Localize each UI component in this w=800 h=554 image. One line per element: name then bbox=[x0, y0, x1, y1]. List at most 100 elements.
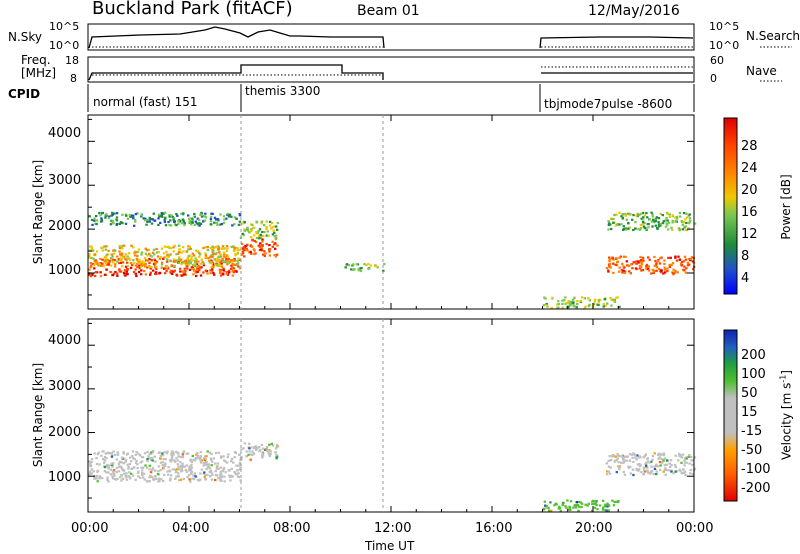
velocity-echo-cell bbox=[623, 473, 627, 476]
power-cb-tick-4: 4 bbox=[741, 271, 750, 286]
velocity-echo-cell bbox=[202, 461, 206, 465]
power-echo-cell bbox=[187, 263, 191, 266]
power-echo-cell bbox=[199, 262, 202, 265]
power-echo-cell bbox=[253, 253, 256, 256]
power-echo-cell bbox=[652, 270, 655, 273]
power-echo-cell bbox=[113, 265, 117, 268]
noise-sky-trace bbox=[88, 26, 385, 49]
velocity-echo-cell bbox=[164, 462, 167, 465]
power-echo-cell bbox=[647, 265, 651, 268]
power-echo-cell bbox=[666, 228, 670, 231]
power-echo-cell bbox=[687, 214, 690, 217]
power-echo-cell bbox=[144, 273, 148, 276]
velocity-echo-cell bbox=[670, 464, 673, 467]
velocity-echo-cell bbox=[254, 445, 258, 448]
velocity-echo-cell bbox=[253, 445, 256, 449]
velocity-echo-cell bbox=[148, 457, 151, 460]
power-echo-cell bbox=[134, 264, 138, 267]
power-echo-cell bbox=[182, 273, 185, 276]
velocity-echo-cell bbox=[153, 455, 156, 458]
velocity-echo-cell bbox=[562, 501, 565, 504]
power-echo-cell bbox=[666, 269, 669, 273]
velocity-echo-cell bbox=[653, 465, 656, 468]
power-echo-cell bbox=[610, 217, 614, 221]
power-echo-cell bbox=[199, 253, 202, 256]
power-echo-cell bbox=[211, 248, 214, 251]
velocity-echo-cell bbox=[220, 455, 223, 458]
velocity-echo-cell bbox=[621, 457, 625, 460]
noise-right-tick-top: 10^5 bbox=[709, 20, 740, 33]
power-echo-cell bbox=[258, 228, 262, 231]
power-echo-cell bbox=[105, 213, 108, 216]
power-echo-cell bbox=[211, 245, 214, 248]
velocity-echo-cell bbox=[189, 467, 192, 470]
velocity-echo-cell bbox=[120, 456, 124, 459]
power-echo-cell bbox=[99, 275, 103, 278]
velocity-echo-cell bbox=[664, 467, 667, 470]
velocity-echo-cell bbox=[236, 475, 240, 478]
power-echo-cell bbox=[114, 263, 117, 266]
power-echo-cell bbox=[142, 217, 145, 220]
power-echo-cell bbox=[156, 255, 160, 258]
power-echo-cell bbox=[113, 212, 116, 215]
power-echo-cell bbox=[232, 267, 236, 270]
velocity-echo-cell bbox=[124, 459, 128, 462]
velocity-echo-cell bbox=[247, 453, 250, 456]
power-echo-cell bbox=[111, 274, 115, 277]
power-echo-cell bbox=[132, 271, 136, 274]
velocity-echo-cell bbox=[174, 468, 177, 471]
cpid-label: CPID bbox=[8, 87, 41, 101]
power-echo-cell bbox=[260, 222, 263, 225]
power-echo-cell bbox=[260, 220, 264, 223]
power-echo-cell bbox=[611, 257, 615, 260]
power-echo-cell bbox=[155, 260, 159, 263]
power-echo-cell bbox=[669, 256, 672, 259]
velocity-echo-cell bbox=[622, 458, 625, 461]
velocity-echo-cell bbox=[150, 458, 153, 461]
power-echo-cell bbox=[115, 272, 119, 275]
power-echo-cell bbox=[670, 226, 673, 229]
power-echo-cell bbox=[168, 215, 171, 218]
power-echo-cell bbox=[148, 220, 151, 223]
velocity-echo-cell bbox=[223, 459, 226, 462]
velocity-echo-cell bbox=[614, 459, 617, 462]
power-echo-cell bbox=[172, 218, 175, 221]
power-echo-cell bbox=[675, 259, 679, 262]
power-echo-cell bbox=[152, 269, 155, 272]
velocity-echo-cell bbox=[594, 500, 597, 503]
velocity-echo-cell bbox=[204, 477, 207, 481]
power-echo-cell bbox=[193, 212, 196, 216]
velocity-echo-cell bbox=[182, 465, 186, 468]
freq-tick-bottom: 8 bbox=[70, 72, 77, 85]
velocity-echo-cell bbox=[548, 509, 551, 512]
velocity-echo-cell bbox=[159, 469, 162, 472]
velocity-echo-cell bbox=[185, 464, 189, 467]
velocity-echo-cell bbox=[188, 478, 191, 481]
velocity-echo-cell bbox=[173, 459, 176, 462]
power-echo-cell bbox=[227, 269, 231, 272]
power-echo-cell bbox=[637, 261, 640, 264]
power-echo-cell bbox=[681, 223, 684, 226]
power-echo-cell bbox=[634, 227, 637, 230]
power-echo-cell bbox=[103, 256, 106, 259]
velocity-echo-cell bbox=[674, 454, 677, 457]
velocity-echo-cell bbox=[223, 480, 226, 483]
velocity-echo-cell bbox=[199, 459, 202, 462]
velocity-echo-cell bbox=[663, 468, 667, 471]
power-echo-cell bbox=[645, 265, 648, 268]
power-echo-cell bbox=[106, 260, 109, 263]
velocity-echo-cell bbox=[161, 464, 165, 467]
velocity-echo-cell bbox=[210, 471, 213, 474]
power-echo-cell bbox=[191, 259, 194, 262]
velocity-echo-cell bbox=[632, 452, 635, 455]
power-echo-cell bbox=[134, 213, 138, 216]
power-echo-cell bbox=[258, 234, 261, 237]
power-echo-cell bbox=[197, 260, 200, 263]
power-echo-cell bbox=[196, 250, 200, 253]
velocity-echo-cell bbox=[116, 477, 119, 481]
power-cb-tick-24: 24 bbox=[741, 161, 758, 176]
velocity-echo-cell bbox=[105, 457, 108, 460]
power-echo-cell bbox=[248, 231, 251, 234]
power-echo-cell bbox=[653, 221, 656, 224]
velocity-echo-cell bbox=[565, 506, 568, 509]
